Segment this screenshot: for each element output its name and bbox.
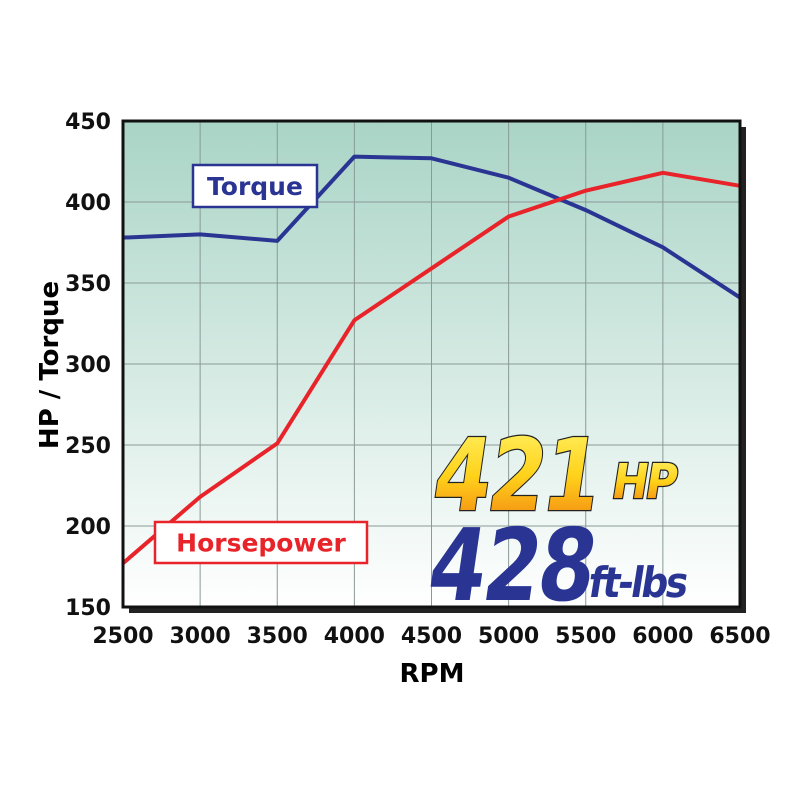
legend-label: Horsepower: [176, 529, 346, 558]
x-tick-label: 4000: [324, 624, 385, 649]
x-tick-label: 2500: [92, 624, 153, 649]
legend-box: [153, 520, 369, 565]
annotation: ft-lbs: [585, 559, 691, 607]
legend-box: [191, 163, 319, 209]
y-tick-label: 300: [65, 353, 111, 378]
legend-label: Torque: [207, 172, 303, 201]
annotation: 421: [427, 418, 608, 534]
x-tick-label: 6500: [709, 624, 770, 649]
annotation: HP: [608, 453, 680, 509]
y-axis-label: HP / Torque: [35, 281, 65, 449]
y-tick-label: 400: [65, 191, 111, 216]
y-tick-label: 350: [65, 272, 111, 297]
x-tick-label: 4500: [401, 624, 462, 649]
series-line: [121, 170, 741, 565]
series-line: [122, 154, 742, 300]
y-tick-label: 150: [65, 596, 111, 621]
x-tick-label: 3000: [170, 624, 231, 649]
y-tick-label: 450: [65, 110, 111, 135]
annotation: 428: [422, 508, 603, 624]
y-tick-label: 250: [65, 434, 111, 459]
plot-border: [121, 119, 742, 609]
x-tick-label: 6000: [632, 624, 693, 649]
x-tick-label: 3500: [247, 624, 308, 649]
x-axis-label: RPM: [400, 659, 465, 689]
x-tick-label: 5500: [555, 624, 616, 649]
x-tick-label: 5000: [478, 624, 539, 649]
y-tick-label: 200: [65, 515, 111, 540]
